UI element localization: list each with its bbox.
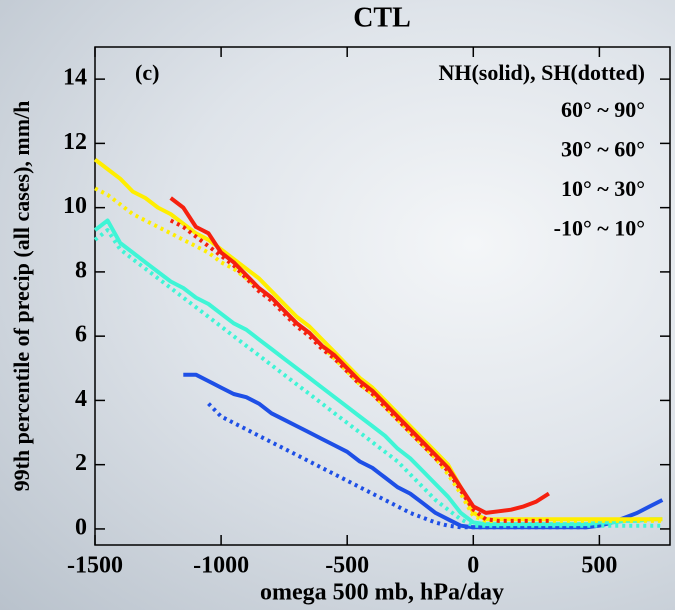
y-tick-label: 12 bbox=[63, 129, 87, 155]
legend-entry: 30° ~ 60° bbox=[561, 137, 645, 162]
y-tick-label: 4 bbox=[75, 386, 87, 412]
y-tick-label: 10 bbox=[63, 193, 87, 219]
sh-line bbox=[93, 228, 663, 528]
legend-title: NH(solid), SH(dotted) bbox=[438, 60, 645, 85]
legend-entry: 60° ~ 90° bbox=[561, 97, 645, 122]
nh-line bbox=[93, 218, 663, 527]
nh-line bbox=[183, 372, 664, 530]
sh-line bbox=[169, 218, 549, 523]
x-tick-label: -1000 bbox=[193, 553, 249, 579]
y-tick-label: 6 bbox=[75, 322, 87, 348]
x-tick-label: 500 bbox=[581, 553, 617, 579]
x-axis-label: omega 500 mb, hPa/day bbox=[260, 580, 504, 606]
legend-entry: -10° ~ 10° bbox=[554, 216, 645, 241]
y-tick-label: 2 bbox=[75, 450, 87, 476]
x-tick-label: -1500 bbox=[67, 553, 123, 579]
y-axis-label: 99th percentile of precip (all cases), m… bbox=[9, 101, 34, 492]
y-tick-label: 8 bbox=[75, 257, 87, 283]
nh-line bbox=[169, 196, 550, 515]
y-tick-label: 14 bbox=[63, 65, 87, 91]
plot-frame bbox=[94, 46, 671, 546]
nh-line bbox=[93, 157, 663, 522]
annotation: (c) bbox=[135, 60, 159, 85]
legend-entry: 10° ~ 30° bbox=[561, 176, 645, 201]
chart-title: CTL bbox=[353, 2, 411, 33]
x-tick-label: -500 bbox=[325, 553, 369, 579]
x-tick-label: 0 bbox=[467, 553, 479, 579]
y-tick-label: 0 bbox=[75, 514, 87, 540]
